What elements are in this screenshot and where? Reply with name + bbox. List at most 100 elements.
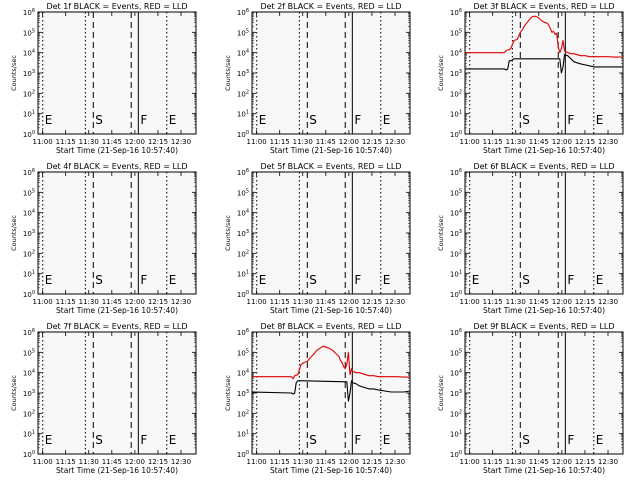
plot-area <box>252 12 410 134</box>
plot-area <box>38 12 196 134</box>
x-tick-label: 11:00 <box>33 458 53 466</box>
panel-p8: Det 8f BLACK = Events, RED = LLD 100 101 10… <box>224 322 411 475</box>
x-axis-label: Start Time (21-Sep-16 10:57:40) <box>56 306 178 315</box>
marker-letter: S <box>309 113 317 127</box>
y-axis-label: Counts/sec <box>10 55 18 91</box>
x-tick-label: 11:30 <box>79 458 99 466</box>
y-tick-label: 101 <box>237 110 249 119</box>
y-tick-label: 102 <box>450 249 462 258</box>
x-axis-label: Start Time (21-Sep-16 10:57:40) <box>56 466 178 475</box>
x-tick-label: 12:00 <box>339 458 359 466</box>
y-tick-label: 104 <box>23 209 35 218</box>
x-tick-label: 11:00 <box>247 458 267 466</box>
y-tick-label: 103 <box>237 389 249 398</box>
y-tick-label: 104 <box>450 49 462 58</box>
x-axis-label: Start Time (21-Sep-16 10:57:40) <box>483 146 605 155</box>
plot-frame <box>251 171 411 295</box>
marker-letter: E <box>383 433 391 447</box>
panel-title: Det 5f BLACK = Events, RED = LLD <box>260 162 401 171</box>
x-tick-label: 11:45 <box>529 298 549 306</box>
marker-letter: E <box>259 273 267 287</box>
marker-letter: E <box>259 113 267 127</box>
y-tick-label: 105 <box>23 348 35 357</box>
y-axis-label: Counts/sec <box>10 215 18 251</box>
y-tick-label: 105 <box>237 348 249 357</box>
y-tick-label: 106 <box>237 328 249 337</box>
x-tick-label: 12:00 <box>125 298 145 306</box>
x-tick-label: 11:45 <box>316 138 336 146</box>
marker-letter: S <box>522 113 530 127</box>
marker-letter: F <box>354 273 361 287</box>
panel-p9: Det 9f BLACK = Events, RED = LLD 100 101 10… <box>437 322 624 475</box>
x-tick-label: 11:15 <box>270 298 290 306</box>
x-tick-label: 11:15 <box>483 458 503 466</box>
x-axis-label: Start Time (21-Sep-16 10:57:40) <box>270 466 392 475</box>
panel-title: Det 2f BLACK = Events, RED = LLD <box>260 2 401 11</box>
panel-p1: Det 1f BLACK = Events, RED = LLD 100 101 10… <box>10 2 197 155</box>
y-tick-label: 105 <box>450 188 462 197</box>
y-tick-label: 103 <box>23 389 35 398</box>
y-tick-label: 102 <box>237 249 249 258</box>
panel-title: Det 8f BLACK = Events, RED = LLD <box>260 322 401 331</box>
y-tick-label: 101 <box>450 430 462 439</box>
panel-p6: Det 6f BLACK = Events, RED = LLD 100 101 10… <box>437 162 624 315</box>
y-axis-label: Counts/sec <box>437 375 445 411</box>
x-tick-label: 11:15 <box>483 298 503 306</box>
x-tick-label: 11:00 <box>33 298 53 306</box>
y-tick-label: 106 <box>237 168 249 177</box>
series-events <box>465 54 623 74</box>
marker-letter: E <box>383 273 391 287</box>
y-tick-label: 100 <box>237 290 249 299</box>
y-tick-label: 106 <box>23 328 35 337</box>
marker-letter: F <box>354 113 361 127</box>
x-tick-label: 11:30 <box>79 298 99 306</box>
panel-p5: Det 5f BLACK = Events, RED = LLD 100 101 10… <box>224 162 411 315</box>
marker-letter: S <box>522 433 530 447</box>
y-tick-label: 105 <box>237 188 249 197</box>
y-tick-label: 101 <box>23 270 35 279</box>
panel-title: Det 6f BLACK = Events, RED = LLD <box>473 162 614 171</box>
y-tick-label: 104 <box>450 369 462 378</box>
plot-frame <box>251 11 411 135</box>
y-axis-label: Counts/sec <box>437 215 445 251</box>
y-tick-label: 101 <box>23 110 35 119</box>
x-tick-label: 11:30 <box>79 138 99 146</box>
y-tick-label: 102 <box>23 409 35 418</box>
series-events <box>251 380 411 402</box>
x-tick-label: 12:30 <box>171 138 191 146</box>
marker-letter: E <box>596 273 604 287</box>
plot-area <box>465 332 623 454</box>
marker-letter: S <box>95 273 103 287</box>
plot-area <box>38 172 196 294</box>
x-tick-label: 12:30 <box>598 458 618 466</box>
x-tick-label: 11:15 <box>270 138 290 146</box>
marker-letter: S <box>309 433 317 447</box>
x-tick-label: 12:15 <box>148 138 168 146</box>
plot-frame <box>37 171 197 295</box>
y-tick-label: 104 <box>237 49 249 58</box>
y-tick-label: 100 <box>23 290 35 299</box>
y-tick-label: 106 <box>23 168 35 177</box>
y-tick-label: 104 <box>23 369 35 378</box>
x-tick-label: 12:00 <box>339 298 359 306</box>
marker-letter: F <box>567 433 574 447</box>
x-tick-label: 11:00 <box>247 138 267 146</box>
series-lld <box>465 15 623 58</box>
marker-letter: E <box>45 113 53 127</box>
x-tick-label: 12:15 <box>575 298 595 306</box>
x-tick-label: 11:00 <box>460 298 480 306</box>
marker-letter: E <box>383 113 391 127</box>
y-tick-label: 100 <box>23 130 35 139</box>
marker-letter: F <box>567 273 574 287</box>
x-tick-label: 12:15 <box>148 458 168 466</box>
panel-title: Det 3f BLACK = Events, RED = LLD <box>473 2 614 11</box>
x-tick-label: 11:45 <box>102 458 122 466</box>
x-tick-label: 12:00 <box>125 138 145 146</box>
y-tick-label: 104 <box>450 209 462 218</box>
plot-frame <box>464 11 624 135</box>
y-tick-label: 104 <box>23 49 35 58</box>
marker-letter: F <box>354 433 361 447</box>
plot-frame <box>464 171 624 295</box>
y-tick-label: 105 <box>23 28 35 37</box>
x-tick-label: 12:15 <box>362 458 382 466</box>
